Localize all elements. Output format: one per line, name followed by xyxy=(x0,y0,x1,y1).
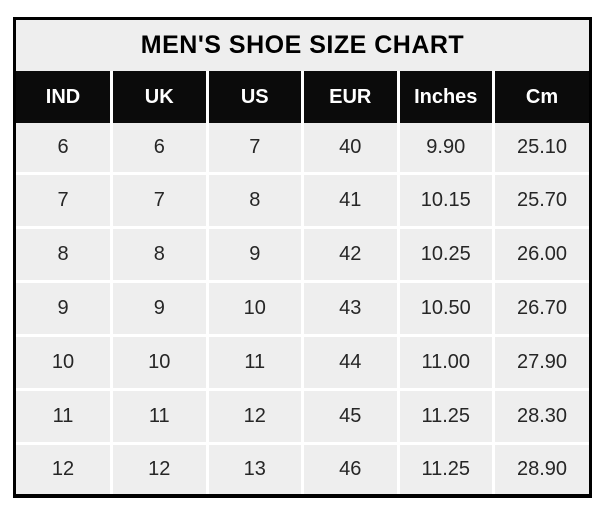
table-cell: 11.00 xyxy=(396,333,494,390)
table-cell: 10 xyxy=(16,333,112,390)
size-table: IND UK US EUR Inches Cm 6 6 7 40 9.90 25… xyxy=(16,71,589,494)
table-cell: 11.25 xyxy=(396,441,494,494)
table-cell: 6 xyxy=(110,123,207,174)
table-cell: 42 xyxy=(301,226,398,282)
table-cell: 26.70 xyxy=(492,280,589,336)
column-header-inches: Inches xyxy=(396,71,494,123)
shoe-size-chart: MEN'S SHOE SIZE CHART IND UK US EUR Inch… xyxy=(13,17,592,498)
table-cell: 8 xyxy=(205,172,303,228)
table-cell: 26.00 xyxy=(492,226,589,282)
table-cell: 9 xyxy=(16,280,112,336)
column-header-cm: Cm xyxy=(492,71,589,123)
header-row: IND UK US EUR Inches Cm xyxy=(16,71,589,123)
table-row: 11 11 12 45 11.25 28.30 xyxy=(16,387,589,444)
table-cell: 27.90 xyxy=(492,333,589,390)
column-header-ind: IND xyxy=(16,71,112,123)
table-cell: 11 xyxy=(16,387,112,444)
table-cell: 9 xyxy=(205,226,303,282)
table-cell: 12 xyxy=(16,441,112,494)
column-header-uk: UK xyxy=(110,71,207,123)
table-row: 12 12 13 46 11.25 28.90 xyxy=(16,441,589,494)
table-cell: 12 xyxy=(110,441,207,494)
chart-title: MEN'S SHOE SIZE CHART xyxy=(16,20,589,71)
table-cell: 10.25 xyxy=(396,226,494,282)
table-row: 7 7 8 41 10.15 25.70 xyxy=(16,172,589,228)
table-cell: 8 xyxy=(16,226,112,282)
table-cell: 7 xyxy=(110,172,207,228)
table-cell: 7 xyxy=(205,123,303,174)
table-cell: 10.50 xyxy=(396,280,494,336)
table-cell: 6 xyxy=(16,123,112,174)
table-cell: 13 xyxy=(205,441,303,494)
table-cell: 41 xyxy=(301,172,398,228)
table-cell: 8 xyxy=(110,226,207,282)
table-cell: 9 xyxy=(110,280,207,336)
table-cell: 43 xyxy=(301,280,398,336)
column-header-us: US xyxy=(205,71,303,123)
table-row: 10 10 11 44 11.00 27.90 xyxy=(16,333,589,390)
table-cell: 40 xyxy=(301,123,398,174)
column-header-eur: EUR xyxy=(301,71,398,123)
table-row: 8 8 9 42 10.25 26.00 xyxy=(16,226,589,282)
table-row: 9 9 10 43 10.50 26.70 xyxy=(16,280,589,336)
table-cell: 46 xyxy=(301,441,398,494)
table-cell: 11 xyxy=(205,333,303,390)
table-cell: 44 xyxy=(301,333,398,390)
table-cell: 10.15 xyxy=(396,172,494,228)
table-cell: 10 xyxy=(110,333,207,390)
table-row: 6 6 7 40 9.90 25.10 xyxy=(16,123,589,174)
table-cell: 7 xyxy=(16,172,112,228)
table-cell: 12 xyxy=(205,387,303,444)
table-cell: 11 xyxy=(110,387,207,444)
table-cell: 9.90 xyxy=(396,123,494,174)
table-cell: 28.90 xyxy=(492,441,589,494)
table-cell: 28.30 xyxy=(492,387,589,444)
table-cell: 45 xyxy=(301,387,398,444)
table-cell: 11.25 xyxy=(396,387,494,444)
table-cell: 25.70 xyxy=(492,172,589,228)
table-cell: 25.10 xyxy=(492,123,589,174)
table-cell: 10 xyxy=(205,280,303,336)
